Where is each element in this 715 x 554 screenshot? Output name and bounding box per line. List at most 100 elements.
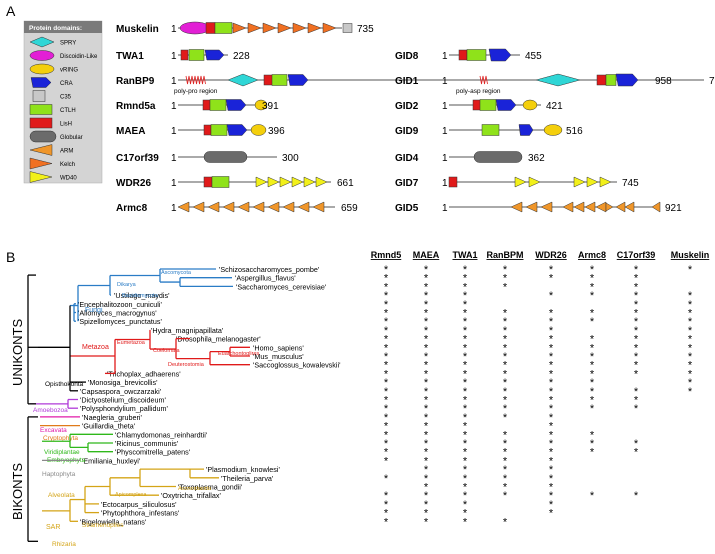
presence-mark: * (424, 308, 429, 320)
protein-ranbp9-domain-1 (263, 74, 274, 86)
protein-wdr26-domain-5 (291, 176, 304, 188)
protein-start-c17orf39: 1 (171, 153, 177, 164)
species-name-8: 'Drosophila_melanogaster' (176, 335, 261, 344)
protein-muskelin-domain-6 (277, 22, 292, 34)
clade-deuterostomia-label: Deuterostomia (168, 362, 205, 368)
legend-box (23, 20, 103, 184)
protein-muskelin-domain-4 (247, 22, 262, 34)
presence-mark: * (634, 447, 639, 459)
protein-muskelin-domain-2 (214, 22, 233, 34)
presence-mark: * (590, 264, 595, 276)
presence-mark: * (549, 290, 554, 302)
presence-mark: * (503, 455, 508, 467)
protein-gid5-domain-10 (651, 201, 661, 213)
protein-gid1-domain-2 (605, 74, 617, 86)
presence-mark: * (384, 395, 389, 407)
protein-start-twa1: 1 (171, 51, 177, 62)
presence-mark: * (463, 421, 468, 433)
species-name-22: 'Emiliania_huxleyi' (82, 456, 141, 465)
presence-mark: * (549, 403, 554, 415)
species-name-14: 'Capsaspora_owczarzaki' (80, 387, 162, 396)
protein-armc8-domain-3 (222, 201, 235, 213)
protein-name-ranbp9: RanBP9 (116, 76, 155, 87)
presence-mark: * (384, 342, 389, 354)
presence-mark: * (503, 516, 508, 528)
presence-mark: * (688, 342, 693, 354)
presence-mark: * (503, 377, 508, 389)
protein-start-muskelin: 1 (171, 24, 177, 35)
presence-mark: * (424, 438, 429, 450)
protein-gid2-domain-3 (522, 99, 538, 111)
protein-gid7-domain-0 (448, 176, 458, 188)
poly-pro-region-mark (185, 75, 206, 85)
presence-mark: * (463, 264, 468, 276)
presence-mark: * (549, 273, 554, 285)
protein-gid1-domain-3 (615, 73, 639, 87)
species-name-12: 'Trichoplax_adhaerens' (107, 369, 181, 378)
protein-ranbp9-domain-2 (271, 74, 288, 86)
protein-end-gid8: 455 (525, 51, 542, 62)
clade-dikarya-label: Dikarya (117, 282, 137, 288)
protein-gid9-domain-0 (481, 124, 500, 136)
protein-end-gid4: 362 (528, 153, 545, 164)
presence-mark: * (384, 308, 389, 320)
protein-twa1-domain-1 (188, 49, 205, 61)
legend-label-0: SPRY (60, 41, 76, 47)
presence-mark: * (424, 482, 429, 494)
presence-mark: * (590, 290, 595, 302)
column-header-ranbpm: RanBPM (486, 250, 523, 260)
presence-mark: * (463, 395, 468, 407)
presence-mark: * (384, 264, 389, 276)
presence-mark: * (463, 308, 468, 320)
protein-gid1-domain-0 (535, 73, 581, 87)
protein-gid9-domain-2 (543, 124, 563, 136)
protein-gid4-domain-0 (473, 151, 523, 163)
presence-mark: * (503, 273, 508, 285)
presence-mark: * (503, 334, 508, 346)
presence-mark: * (384, 455, 389, 467)
protein-start-ranbp9: 1 (171, 76, 177, 87)
presence-mark: * (590, 377, 595, 389)
protein-muskelin-domain-10 (342, 23, 353, 33)
presence-mark: * (463, 438, 468, 450)
presence-mark: * (463, 482, 468, 494)
presence-mark: * (549, 464, 554, 476)
species-name-18: 'Guillardia_theta' (82, 422, 136, 431)
presence-mark: * (634, 342, 639, 354)
presence-mark: * (634, 281, 639, 293)
legend-title-bar (24, 21, 102, 33)
presence-mark: * (463, 342, 468, 354)
presence-mark: * (590, 334, 595, 346)
protein-start-gid2: 1 (442, 101, 448, 112)
legend-label-7: Globular (60, 135, 83, 141)
presence-mark: * (384, 403, 389, 415)
species-name-29: 'Bigelowiella_natans' (80, 517, 147, 526)
legend-label-8: ARM (60, 149, 73, 155)
protein-muskelin-domain-0 (179, 21, 211, 35)
presence-mark: * (590, 273, 595, 285)
protein-name-gid7: GID7 (395, 178, 419, 189)
legend-ctlh-icon (29, 104, 53, 115)
protein-gid7-domain-1 (514, 176, 527, 188)
presence-mark: * (688, 368, 693, 380)
column-header-c17orf39: C17orf39 (617, 250, 656, 260)
protein-start-gid8: 1 (442, 51, 448, 62)
presence-mark: * (590, 360, 595, 372)
presence-mark: * (688, 377, 693, 389)
protein-armc8-domain-9 (312, 201, 325, 213)
presence-mark: * (590, 316, 595, 328)
legend-label-4: C35 (60, 95, 72, 101)
protein-gid2-domain-1 (479, 99, 497, 111)
protein-end-twa1: 228 (233, 51, 250, 62)
presence-mark: * (384, 325, 389, 337)
presence-mark: * (503, 360, 508, 372)
clade-metazoa-label: Metazoa (82, 344, 109, 351)
clade-coelomata-label: Coelomata (153, 348, 181, 354)
presence-mark: * (634, 308, 639, 320)
protein-wdr26-domain-3 (267, 176, 280, 188)
species-name-17: 'Naegleria_gruberi' (82, 413, 143, 422)
legend-label-6: LisH (60, 122, 72, 128)
clade-excavata-label: Excavata (40, 427, 67, 434)
presence-mark: * (634, 438, 639, 450)
presence-mark: * (424, 490, 429, 502)
